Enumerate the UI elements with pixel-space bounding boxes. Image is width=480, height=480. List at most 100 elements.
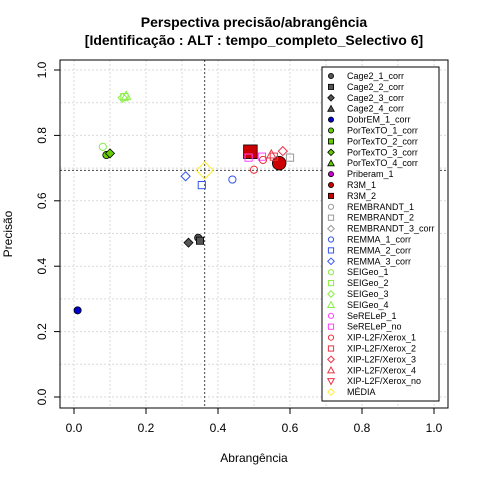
legend-marker bbox=[327, 181, 334, 188]
x-tick-label: 0.2 bbox=[138, 421, 155, 435]
legend-marker bbox=[327, 312, 335, 319]
data-point bbox=[104, 148, 116, 159]
legend-marker bbox=[327, 171, 334, 178]
x-tick-label: 0.8 bbox=[354, 421, 371, 435]
legend-label: SeRELeP_no bbox=[347, 322, 402, 332]
data-point bbox=[265, 148, 277, 159]
data-point bbox=[269, 152, 278, 161]
axes: 0.0 0.2 0.4 0.6 0.8 1.0 0.0 0.2 0.4 0.6 0.8 1.0 bbox=[35, 61, 443, 435]
y-tick-label: 0.4 bbox=[35, 258, 49, 275]
data-point bbox=[197, 181, 206, 190]
legend-box bbox=[321, 66, 440, 402]
legend-label: REMBRANDT_1 bbox=[347, 202, 414, 212]
chart-subtitle: [Identificação : ALT : tempo_completo_Se… bbox=[85, 32, 423, 48]
legend-label: REMBRANDT_3_corr bbox=[347, 224, 435, 234]
data-point bbox=[228, 175, 237, 184]
legend-label: R3M_2 bbox=[347, 191, 376, 201]
legend-marker bbox=[327, 224, 335, 233]
chart-title: Perspectiva precisão/abrangência bbox=[141, 14, 368, 30]
legend-marker bbox=[327, 104, 335, 112]
legend-marker bbox=[327, 236, 335, 243]
legend-marker bbox=[327, 323, 335, 330]
data-point bbox=[244, 153, 253, 162]
legend-label: SeRELeP_1 bbox=[347, 311, 397, 321]
x-axis-title: Abrangência bbox=[220, 451, 288, 465]
data-points bbox=[73, 90, 330, 315]
data-point bbox=[258, 155, 268, 165]
y-tick-label: 1.0 bbox=[35, 61, 49, 78]
legend-label: XIP-L2F/Xerox_1 bbox=[347, 333, 416, 343]
x-tick-label: 0.0 bbox=[66, 421, 83, 435]
legend-label: R3M_1 bbox=[347, 180, 376, 190]
legend-marker bbox=[327, 388, 335, 397]
legend-label: Cage2_1_corr bbox=[347, 71, 404, 81]
legend-label: REMMA_1_corr bbox=[347, 235, 411, 245]
legend-label: XIP-L2F/Xerox_3 bbox=[347, 354, 416, 364]
data-point bbox=[120, 90, 132, 100]
legend: Cage2_1_corrCage2_2_corrCage2_3_corrCage… bbox=[321, 66, 440, 402]
legend-marker bbox=[327, 257, 335, 266]
legend-label: XIP-L2F/Xerox_4 bbox=[347, 365, 416, 375]
data-point bbox=[180, 171, 191, 182]
legend-label: SEIGeo_4 bbox=[347, 300, 389, 310]
data-point bbox=[98, 142, 107, 151]
legend-marker bbox=[327, 127, 334, 134]
y-tick-label: 0.6 bbox=[35, 192, 49, 209]
x-tick-label: 1.0 bbox=[426, 421, 443, 435]
y-axis-title: Precisão bbox=[1, 210, 15, 257]
legend-marker bbox=[327, 192, 334, 199]
data-point bbox=[195, 236, 204, 245]
legend-marker bbox=[327, 93, 335, 102]
legend-marker bbox=[327, 138, 334, 145]
legend-marker bbox=[327, 247, 335, 254]
plot-frame bbox=[59, 59, 449, 409]
legend-marker bbox=[327, 73, 334, 80]
data-point bbox=[249, 165, 259, 174]
legend-label: Cage2_2_corr bbox=[347, 82, 404, 92]
legend-marker bbox=[327, 214, 335, 221]
data-point bbox=[73, 306, 82, 315]
legend-label: SEIGeo_1 bbox=[347, 267, 389, 277]
y-tick-label: 0.0 bbox=[35, 388, 49, 405]
legend-label: MÉDIA bbox=[347, 387, 376, 397]
data-point bbox=[285, 153, 295, 162]
legend-marker bbox=[327, 203, 335, 210]
data-point bbox=[257, 152, 267, 161]
legend-marker bbox=[327, 83, 334, 90]
legend-marker bbox=[327, 159, 335, 167]
legend-label: PorTexTO_1_corr bbox=[347, 126, 418, 136]
legend-label: PorTexTO_3_corr bbox=[347, 147, 418, 157]
legend-label: XIP-L2F/Xerox_2 bbox=[347, 344, 416, 354]
legend-marker bbox=[326, 300, 336, 308]
legend-label: PorTexTO_2_corr bbox=[347, 136, 418, 146]
legend-label: Cage2_3_corr bbox=[347, 93, 404, 103]
data-point bbox=[183, 237, 194, 248]
legend-marker bbox=[326, 366, 336, 374]
data-point bbox=[277, 145, 289, 157]
legend-label: PorTexTO_4_corr bbox=[347, 158, 418, 168]
legend-marker bbox=[327, 334, 335, 341]
legend-label: SEIGeo_2 bbox=[347, 278, 389, 288]
legend-marker bbox=[327, 148, 335, 157]
legend-marker bbox=[327, 269, 335, 276]
data-point bbox=[243, 144, 258, 159]
legend-label: Cage2_4_corr bbox=[347, 104, 404, 114]
legend-marker bbox=[327, 280, 335, 287]
legend-marker bbox=[326, 378, 336, 386]
legend-marker bbox=[327, 355, 335, 364]
legend-label: XIP-L2F/Xerox_no bbox=[347, 376, 421, 386]
x-tick-label: 0.6 bbox=[282, 421, 299, 435]
legend-label: SEIGeo_3 bbox=[347, 289, 389, 299]
legend-label: DobrEM_1_corr bbox=[347, 115, 411, 125]
legend-marker bbox=[327, 345, 335, 352]
reference-lines bbox=[60, 60, 448, 408]
data-point bbox=[195, 161, 214, 180]
y-tick-label: 0.8 bbox=[35, 127, 49, 144]
legend-marker bbox=[327, 116, 334, 123]
data-point bbox=[117, 92, 128, 104]
legend-label: REMMA_2_corr bbox=[347, 245, 411, 255]
legend-label: Priberam_1 bbox=[347, 169, 394, 179]
legend-label: REMBRANDT_2 bbox=[347, 213, 414, 223]
y-tick-label: 0.2 bbox=[35, 323, 49, 340]
